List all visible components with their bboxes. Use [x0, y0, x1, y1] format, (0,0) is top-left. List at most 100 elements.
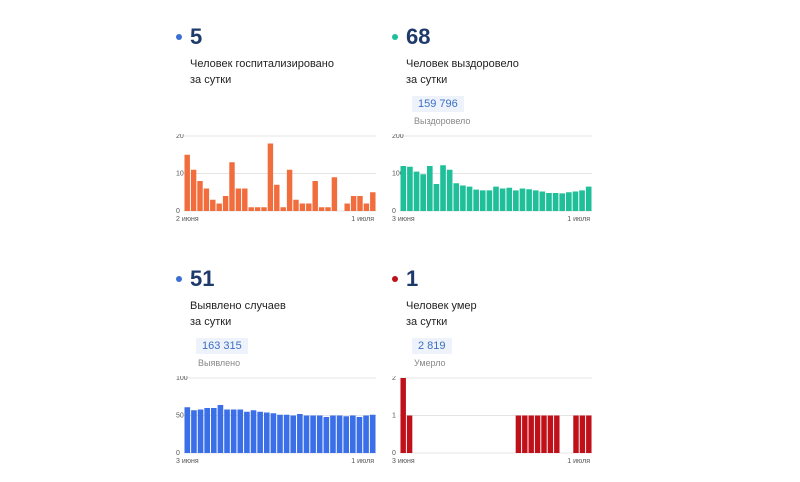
- y-tick-label: 20: [176, 134, 184, 140]
- bar: [331, 177, 338, 211]
- x-start-label: 3 июня: [392, 458, 415, 465]
- y-tick-label: 10: [176, 171, 184, 178]
- deaths-label-line2: за сутки: [406, 316, 448, 328]
- bar: [407, 166, 413, 211]
- cases-value: 51: [190, 266, 215, 291]
- bar: [222, 196, 229, 211]
- bar: [515, 415, 522, 453]
- bar: [546, 193, 552, 211]
- bar: [250, 410, 257, 453]
- bar: [460, 185, 466, 211]
- bar: [586, 415, 592, 453]
- bar: [293, 199, 299, 211]
- x-start-label: 3 июня: [176, 458, 199, 465]
- x-start-label: 2 июня: [176, 216, 199, 223]
- cases-label: Выявлено случаев за сутки: [190, 298, 286, 330]
- recovered-label-line2: за сутки: [406, 74, 448, 86]
- recovered-label-line1: Человек выздоровело: [406, 58, 519, 70]
- bar: [572, 191, 579, 211]
- bar: [277, 414, 283, 453]
- y-tick-label: 1: [392, 413, 396, 420]
- bar: [513, 190, 519, 211]
- bar: [453, 183, 460, 211]
- bar: [237, 409, 244, 453]
- bar: [254, 207, 261, 211]
- bar: [573, 415, 579, 453]
- bar: [210, 199, 216, 211]
- hospitalized-chart: 0 10 20 2 июня 1 июля: [176, 134, 376, 223]
- panel-hospitalized: 5 Человек госпитализировано за сутки 0 10…: [176, 10, 376, 240]
- bar: [316, 415, 323, 453]
- bar: [191, 410, 197, 453]
- panel-cases: 51 Выявлено случаев за сутки 163 315 Выя…: [176, 252, 376, 482]
- bar: [343, 416, 350, 453]
- bar: [426, 166, 433, 211]
- bar: [534, 415, 541, 453]
- bar: [330, 415, 336, 453]
- bar: [299, 203, 306, 211]
- y-tick-label: 100: [392, 171, 404, 178]
- bar: [466, 186, 473, 211]
- bar: [184, 154, 190, 211]
- bar: [528, 415, 534, 453]
- bar: [363, 415, 369, 453]
- bar: [519, 188, 526, 211]
- recovered-chart: 0 100 200 3 июня 1 июля: [392, 134, 592, 223]
- bar: [203, 188, 210, 211]
- recovered-dot: [392, 34, 398, 40]
- recovered-total-label: Выздоровело: [414, 116, 471, 126]
- deaths-chart: 0 1 2 3 июня 1 июля: [392, 376, 592, 465]
- hospitalized-label-line1: Человек госпитализировано: [190, 58, 334, 70]
- deaths-total: 2 819: [412, 338, 452, 354]
- bar: [283, 414, 290, 453]
- bar: [280, 207, 286, 211]
- bar: [370, 192, 376, 211]
- bar: [446, 169, 453, 211]
- bar: [257, 411, 263, 453]
- deaths-value: 1: [406, 266, 419, 291]
- bar: [350, 415, 356, 453]
- x-end-label: 1 июля: [351, 216, 374, 223]
- recovered-label: Человек выздоровело за сутки: [406, 56, 519, 88]
- y-tick-label: 0: [392, 208, 396, 215]
- bar: [400, 378, 406, 453]
- bar: [310, 415, 316, 453]
- bar: [406, 415, 413, 453]
- bar: [579, 190, 585, 211]
- bar: [369, 414, 376, 453]
- x-start-label: 3 июня: [392, 216, 415, 223]
- recovered-total: 159 796: [412, 96, 464, 112]
- bar: [216, 203, 222, 211]
- bar: [420, 174, 426, 211]
- x-end-label: 1 июля: [351, 458, 374, 465]
- bar: [585, 186, 592, 211]
- x-end-label: 1 июля: [567, 216, 590, 223]
- hospitalized-label: Человек госпитализировано за сутки: [190, 56, 334, 88]
- bar: [318, 207, 325, 211]
- bar: [230, 409, 237, 453]
- bar: [413, 171, 420, 211]
- bar: [344, 203, 350, 211]
- bar: [197, 409, 204, 453]
- bar: [566, 192, 572, 211]
- bar: [336, 415, 343, 453]
- bar: [499, 188, 506, 211]
- bar: [479, 190, 486, 211]
- deaths-total-label: Умерло: [414, 358, 446, 368]
- bar: [356, 417, 363, 453]
- hospitalized-value: 5: [190, 24, 203, 49]
- bar: [541, 415, 547, 453]
- bar: [210, 408, 217, 453]
- bar: [267, 143, 274, 211]
- bar: [244, 411, 250, 453]
- bar: [297, 414, 303, 453]
- cases-label-line1: Выявлено случаев: [190, 300, 286, 312]
- cases-label-line2: за сутки: [190, 316, 232, 328]
- bar: [248, 207, 254, 211]
- bar: [204, 408, 210, 453]
- y-tick-label: 0: [176, 450, 180, 457]
- y-tick-label: 200: [392, 134, 404, 140]
- bar: [547, 415, 554, 453]
- bar: [400, 166, 407, 211]
- bar: [235, 188, 242, 211]
